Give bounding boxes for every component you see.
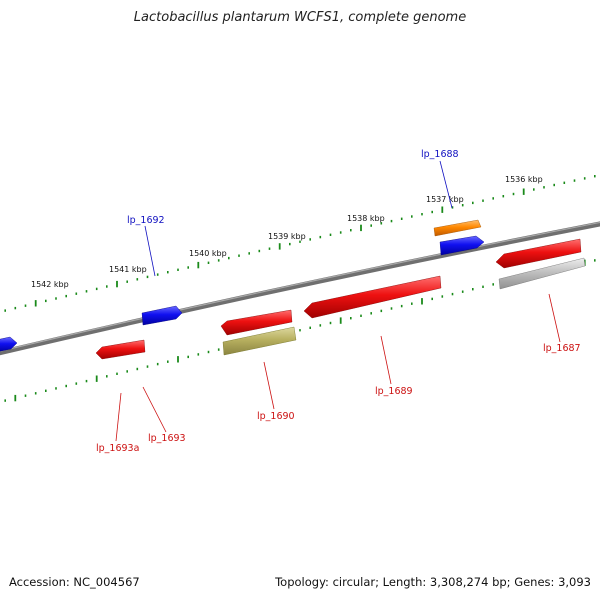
gene-lp_1687-arrow[interactable] bbox=[495, 238, 582, 269]
gene-label-lp_1690[interactable]: lp_1690 bbox=[257, 411, 295, 422]
leader-line bbox=[142, 386, 167, 433]
leader-line bbox=[263, 361, 275, 410]
kbp-label: 1536 kbp bbox=[505, 175, 543, 184]
gene-grey-bar[interactable] bbox=[498, 257, 586, 290]
gene-label-lp_1692[interactable]: lp_1692 bbox=[127, 215, 165, 226]
leader-line bbox=[144, 225, 156, 277]
gene-lp_1693-arrow[interactable] bbox=[95, 339, 146, 360]
gene-label-lp_1688[interactable]: lp_1688 bbox=[421, 149, 459, 160]
kbp-label: 1541 kbp bbox=[109, 265, 147, 274]
genome-backbone-highlight bbox=[0, 221, 600, 352]
kbp-label: 1539 kbp bbox=[268, 232, 306, 241]
gene-orange-arrow[interactable] bbox=[433, 219, 482, 237]
kbp-label: 1538 kbp bbox=[347, 214, 385, 223]
kbp-label: 1537 kbp bbox=[426, 195, 464, 204]
gene-lp_1690-arrow[interactable] bbox=[220, 309, 293, 336]
topology-text: Topology: circular; Length: 3,308,274 bp… bbox=[275, 575, 591, 589]
accession-text: Accession: NC_004567 bbox=[9, 575, 140, 589]
leader-line bbox=[548, 293, 561, 343]
gene-label-lp_1693a[interactable]: lp_1693a bbox=[96, 443, 139, 454]
kbp-label: 1542 kbp bbox=[31, 280, 69, 289]
gene-label-lp_1689[interactable]: lp_1689 bbox=[375, 386, 413, 397]
gene-lp_1689-arrow[interactable] bbox=[303, 275, 442, 319]
kbp-label: 1540 kbp bbox=[189, 249, 227, 258]
gene-lp_1688-arrow[interactable] bbox=[439, 235, 485, 256]
gene-label-lp_1687[interactable]: lp_1687 bbox=[543, 343, 581, 354]
gene-lp_1692-arrow[interactable] bbox=[141, 305, 183, 326]
gene-label-lp_1693[interactable]: lp_1693 bbox=[148, 433, 186, 444]
map-title: Lactobacillus plantarum WCFS1, complete … bbox=[133, 10, 467, 25]
gene-left-edge-arrow[interactable] bbox=[0, 336, 18, 352]
outer-scale-track bbox=[4, 175, 596, 312]
gene-olive-bar[interactable] bbox=[222, 326, 297, 356]
genome-backbone bbox=[0, 221, 600, 356]
leader-line bbox=[115, 392, 122, 442]
leader-line bbox=[439, 160, 453, 209]
leader-line bbox=[380, 335, 392, 385]
